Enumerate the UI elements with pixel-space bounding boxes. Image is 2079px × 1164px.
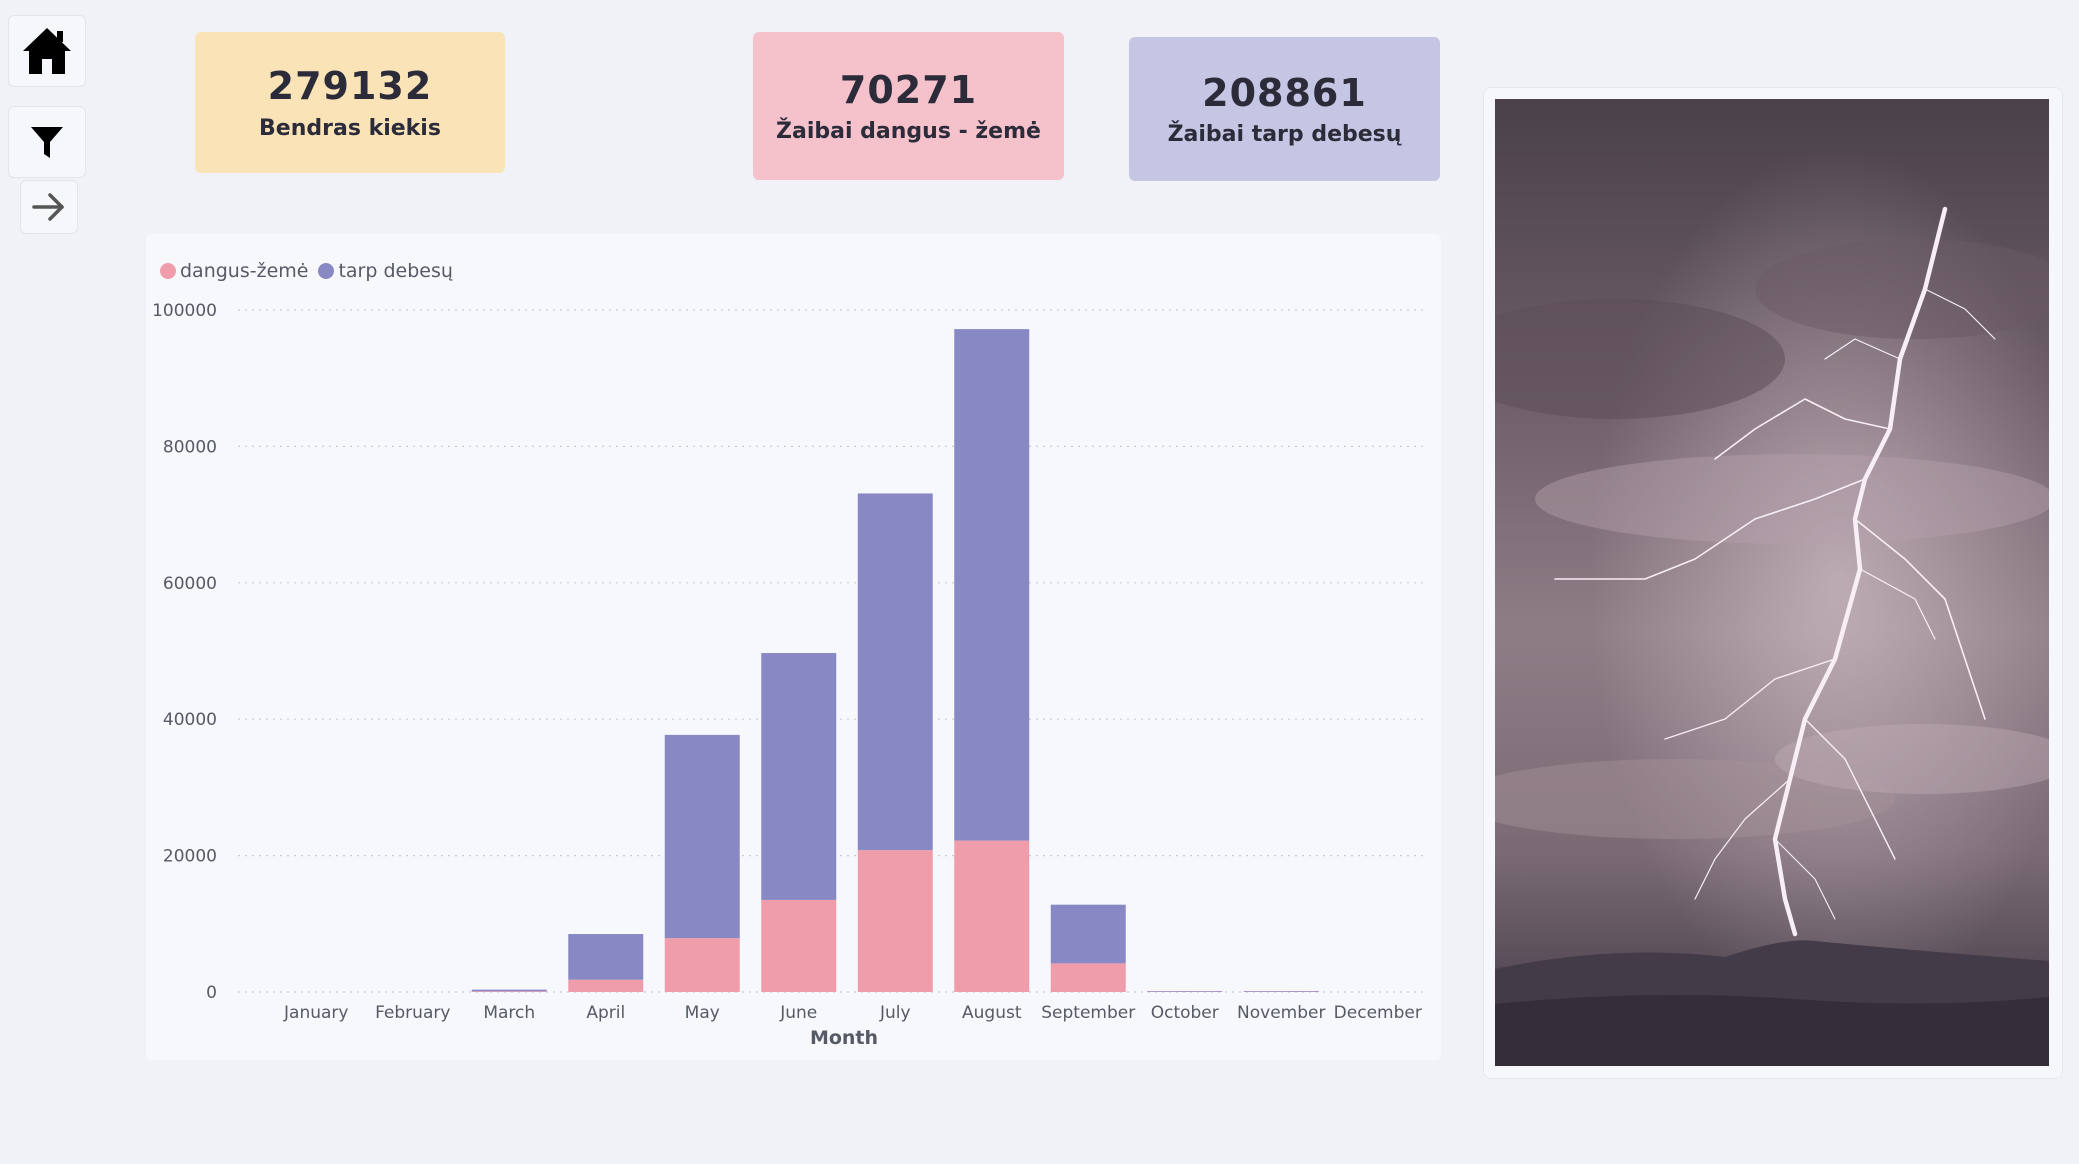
home-icon [23,28,71,74]
arrow-right-icon [32,193,64,221]
next-page-button[interactable] [20,180,78,234]
bar-intracloud[interactable] [954,329,1030,841]
x-tick-label: December [1334,1003,1422,1023]
kpi-total-label: Bendras kiekis [259,115,441,141]
legend-item-cloud-to-ground[interactable]: dangus-žemė [160,260,308,282]
x-tick-label: July [879,1003,911,1023]
filter-icon [31,127,63,158]
lightning-photo [1495,99,2049,1066]
bar-intracloud[interactable] [761,653,837,900]
filter-button[interactable] [8,106,86,178]
chart-legend: dangus-žemė tarp debesų [160,260,453,282]
bar-cloud-to-ground[interactable] [954,840,1030,992]
x-tick-label: November [1237,1003,1325,1023]
kpi-intracloud-label: Žaibai tarp debesų [1167,122,1402,148]
kpi-cloud-to-ground-value: 70271 [839,67,978,112]
bar-intracloud[interactable] [471,989,547,992]
bar-intracloud[interactable] [568,934,644,980]
x-tick-label: April [586,1003,625,1023]
bar-intracloud[interactable] [1050,904,1126,964]
legend-item-intracloud[interactable]: tarp debesų [318,260,453,282]
y-tick-label: 0 [206,983,217,1003]
kpi-total-value: 279132 [267,64,433,109]
home-button[interactable] [8,15,86,87]
bar-cloud-to-ground[interactable] [664,938,740,992]
x-tick-label: January [283,1003,348,1023]
legend-label-cloud-to-ground: dangus-žemė [180,260,309,282]
legend-dot-intracloud [318,263,335,279]
x-tick-label: May [685,1003,720,1023]
x-tick-label: February [375,1003,450,1023]
x-axis-title: Month [810,1027,878,1049]
bar-intracloud[interactable] [1243,990,1319,992]
kpi-cloud-to-ground-card: 70271 Žaibai dangus - žemė [753,32,1064,180]
x-tick-label: June [779,1003,817,1023]
y-tick-label: 40000 [163,710,217,730]
y-tick-label: 80000 [163,437,217,457]
stacked-bar-chart: 0 20000 40000 60000 80000 100000 January Februa… [152,301,1426,1049]
kpi-total-card: 279132 Bendras kiekis [195,32,505,173]
chart-panel: dangus-žemė tarp debesų 0 20000 40000 60000… [146,234,1441,1060]
y-tick-label: 20000 [163,847,217,867]
bar-cloud-to-ground[interactable] [857,850,933,992]
photo-frame [1483,87,2063,1079]
kpi-intracloud-card: 208861 Žaibai tarp debesų [1129,37,1440,181]
x-tick-label: September [1041,1003,1135,1023]
kpi-intracloud-value: 208861 [1202,70,1367,115]
x-tick-label: August [962,1003,1022,1023]
bar-cloud-to-ground[interactable] [761,899,837,992]
x-tick-label: March [483,1003,535,1023]
bar-cloud-to-ground[interactable] [568,979,644,992]
bar-intracloud[interactable] [664,734,740,939]
bar-intracloud[interactable] [1147,990,1223,992]
kpi-cloud-to-ground-label: Žaibai dangus - žemė [776,119,1041,145]
legend-label-intracloud: tarp debesų [338,260,453,282]
legend-dot-cloud-to-ground [160,263,176,279]
y-tick-label: 100000 [152,301,217,321]
bar-cloud-to-ground[interactable] [1050,963,1126,992]
bar-cloud-to-ground[interactable] [471,991,547,992]
bar-intracloud[interactable] [857,493,933,851]
x-tick-label: October [1151,1003,1219,1023]
y-tick-label: 60000 [163,574,217,594]
